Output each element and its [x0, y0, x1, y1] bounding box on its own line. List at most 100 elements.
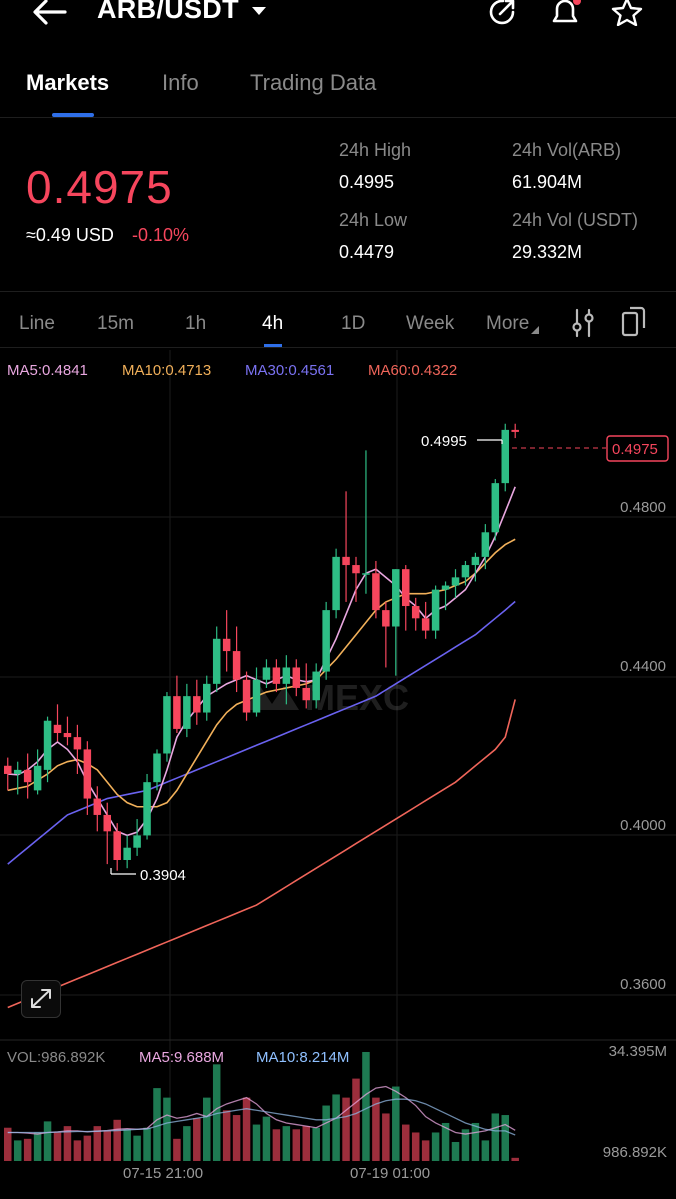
volume-bar: [203, 1097, 211, 1161]
volume-bar: [23, 1138, 32, 1161]
y-tick-label: 0.4800: [620, 499, 666, 516]
volume-ma-lines: [7, 1085, 516, 1136]
change-percent: -0.10%: [132, 225, 190, 245]
tab-info[interactable]: Info: [162, 70, 199, 95]
volume-bar: [173, 1138, 181, 1161]
candle: [282, 655, 291, 705]
volume-bar: [342, 1097, 350, 1161]
high-marker-label: 0.4995: [421, 433, 467, 450]
volume-bar: [272, 1129, 281, 1161]
volume-bar: [332, 1094, 340, 1161]
candle: [93, 786, 102, 832]
volume-bar: [402, 1124, 410, 1161]
tab-markets[interactable]: Markets: [26, 70, 110, 95]
dropdown-caret-icon: [251, 6, 266, 15]
candle: [441, 581, 450, 611]
volume-bar: [222, 1110, 231, 1161]
interval-15m[interactable]: 15m: [97, 313, 134, 334]
candle: [123, 835, 131, 869]
volume-max-label: 34.395M: [608, 1043, 667, 1060]
volume-bar: [63, 1126, 72, 1161]
candle: [222, 610, 231, 672]
low-label: 24h Low: [339, 210, 408, 230]
volume-bar: [501, 1115, 509, 1161]
pair-title[interactable]: ARB/USDT: [97, 0, 267, 25]
candle: [352, 556, 360, 602]
expand-chart-button[interactable]: [21, 980, 61, 1018]
volume-bars: [4, 1051, 519, 1161]
low-marker: 0.3904: [110, 867, 186, 884]
volume-bar: [43, 1121, 52, 1161]
volume-bar: [193, 1118, 201, 1161]
ma10-line: [7, 538, 516, 808]
volume-bar: [362, 1051, 370, 1161]
watermark-text: MEXC: [305, 677, 409, 718]
candle: [133, 819, 141, 856]
candle: [292, 659, 301, 697]
bell-icon[interactable]: [549, 0, 583, 28]
volume-bar: [461, 1129, 470, 1161]
candle: [252, 667, 261, 717]
volume-legend: VOL:986.892K: [7, 1049, 106, 1066]
candlestick-chart[interactable]: MEXC 0.4995 0.3904 0.4975: [0, 348, 676, 1199]
candle: [511, 423, 519, 439]
candle: [13, 761, 22, 795]
volume-bar: [282, 1126, 291, 1161]
candle: [481, 524, 490, 570]
volume-bar: [421, 1140, 430, 1161]
volume-bar: [133, 1135, 141, 1161]
share-icon[interactable]: [487, 0, 519, 26]
candle: [143, 773, 151, 840]
ma5-line: [7, 486, 516, 837]
interval-4h[interactable]: 4h: [262, 313, 284, 334]
x-tick-label: 07-19 01:00: [350, 1165, 431, 1182]
interval-1d[interactable]: 1D: [341, 313, 366, 334]
volume-last-label: 986.892K: [602, 1144, 667, 1161]
candle: [332, 548, 340, 619]
pair-name: ARB/USDT: [97, 0, 239, 24]
candle: [163, 692, 171, 762]
interval-line[interactable]: Line: [19, 313, 55, 334]
moving-average-lines: [7, 486, 516, 1009]
volume-bar: [232, 1115, 241, 1161]
volume-bar: [53, 1132, 62, 1161]
candle: [23, 753, 32, 799]
ma60-legend: MA60:0.4322: [368, 362, 458, 379]
back-arrow-icon[interactable]: [30, 0, 68, 26]
volume-bar: [242, 1097, 251, 1161]
star-icon[interactable]: [611, 0, 643, 26]
candle: [113, 823, 121, 871]
candle: [4, 757, 12, 791]
current-price-tag: 0.4975: [612, 441, 658, 458]
volume-bar: [163, 1097, 171, 1161]
candle: [392, 569, 400, 676]
interval-more[interactable]: More: [486, 313, 540, 335]
caret-icon: [531, 326, 540, 334]
candle: [382, 601, 390, 668]
ma30-legend: MA30:0.4561: [245, 362, 335, 379]
volume-bar: [103, 1130, 111, 1161]
fullscreen-phone-icon[interactable]: [621, 306, 647, 338]
candle: [173, 675, 181, 734]
volume-bar: [262, 1116, 271, 1161]
tab-trading-data[interactable]: Trading Data: [250, 70, 377, 95]
volume-ma10-legend: MA10:8.214M: [256, 1049, 350, 1066]
candle: [242, 671, 251, 721]
candle: [33, 749, 42, 795]
candles: [4, 423, 519, 871]
volume-bar: [312, 1127, 320, 1161]
low-marker-label: 0.3904: [140, 867, 186, 884]
candle: [203, 675, 211, 721]
volume-bar: [292, 1129, 301, 1161]
candle: [461, 560, 470, 586]
interval-week[interactable]: Week: [406, 313, 455, 334]
candle: [232, 626, 241, 693]
indicator-settings-icon[interactable]: [570, 308, 596, 338]
usd-approx: ≈0.49 USD: [26, 225, 114, 245]
interval-1h[interactable]: 1h: [185, 313, 207, 334]
candle: [73, 724, 82, 774]
low-value: 0.4479: [339, 242, 395, 262]
volume-bar: [93, 1126, 102, 1161]
expand-icon: [31, 989, 51, 1008]
volume-bar: [33, 1132, 42, 1161]
